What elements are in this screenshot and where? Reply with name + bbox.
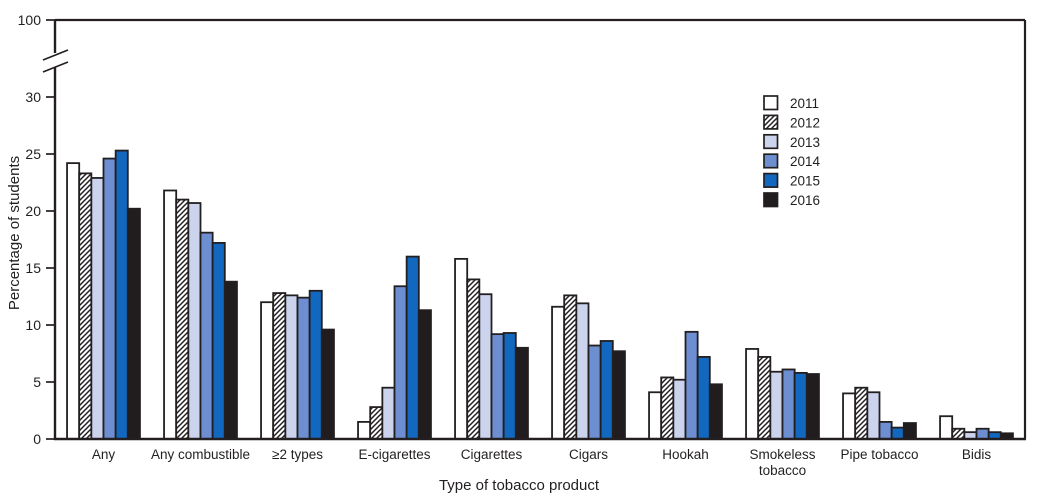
y-axis-title: Percentage of students — [6, 155, 23, 311]
bar-2013-cigarettes — [478, 293, 493, 440]
bar-2015-cigarettes — [502, 332, 517, 440]
bar-2012-bidis — [951, 427, 966, 440]
y-tick-label-5: 5 — [33, 374, 41, 390]
bar-2016-smokeless-tobacco — [805, 373, 820, 440]
x-axis-title: Type of tobacco product — [438, 477, 600, 494]
bar-2014-≥2-types — [296, 296, 311, 440]
legend-label-2016: 2016 — [790, 193, 820, 208]
bar-2012-e-cigarettes — [369, 406, 384, 440]
bar-2016-e-cigarettes — [417, 309, 432, 440]
bar-2013-e-cigarettes — [381, 386, 396, 440]
bar-2015-any-combustible — [211, 242, 226, 440]
legend-label-2014: 2014 — [790, 154, 821, 169]
x-category-label: ≥2 types — [272, 447, 323, 462]
bar-2013-smokeless-tobacco — [769, 370, 784, 440]
bar-2013-≥2-types — [284, 294, 299, 440]
bar-2011-any-combustible — [163, 189, 178, 440]
bars-layer — [66, 149, 1014, 440]
bar-2016-cigarettes — [514, 346, 529, 440]
bar-2013-any-combustible — [187, 202, 202, 440]
bar-2012-cigars — [563, 294, 578, 440]
bar-2015-≥2-types — [308, 289, 323, 440]
x-category-label: Bidis — [962, 447, 992, 462]
axis-break-mark — [42, 61, 69, 73]
bar-2013-any — [90, 177, 105, 440]
bar-2011-bidis — [939, 415, 954, 440]
y-tick-label-20: 20 — [25, 203, 41, 219]
x-category-label: Hookah — [662, 447, 709, 462]
y-tick-label-30: 30 — [25, 89, 41, 105]
bar-2013-hookah — [672, 378, 687, 440]
bar-2014-any-combustible — [199, 231, 214, 440]
bar-2012-smokeless-tobacco — [757, 356, 772, 440]
bar-2016-any-combustible — [223, 280, 238, 440]
x-category-label: Any — [92, 447, 116, 462]
bar-2011-≥2-types — [260, 301, 275, 440]
legend-swatch-2013 — [763, 133, 779, 150]
bar-2013-pipe-tobacco — [866, 391, 881, 440]
bar-2012-any-combustible — [175, 198, 190, 440]
legend-swatch-2016 — [763, 192, 779, 208]
bar-2011-smokeless-tobacco — [745, 348, 760, 440]
bar-2015-cigars — [599, 340, 614, 440]
x-category-label: Cigars — [569, 447, 608, 462]
legend-swatch-2014 — [763, 153, 779, 169]
bar-2014-smokeless-tobacco — [781, 368, 796, 440]
bar-2012-cigarettes — [466, 278, 481, 440]
x-category-label: E-cigarettes — [358, 447, 430, 462]
legend-label-2015: 2015 — [790, 174, 820, 189]
y-tick-label-25: 25 — [25, 146, 41, 162]
bar-2011-any — [66, 162, 81, 440]
legend-swatch-2015 — [763, 172, 779, 188]
legend-swatch-2011 — [763, 95, 779, 111]
bar-2016-pipe-tobacco — [902, 422, 917, 440]
bar-2014-bidis — [975, 427, 990, 440]
bar-2015-pipe-tobacco — [890, 426, 905, 440]
bar-2012-≥2-types — [272, 292, 287, 440]
bar-2014-cigars — [587, 344, 602, 440]
bar-2015-any — [114, 149, 129, 440]
x-category-label: Cigarettes — [461, 447, 523, 462]
bar-2011-cigars — [551, 305, 566, 440]
legend-label-2013: 2013 — [790, 135, 820, 150]
bar-2011-pipe-tobacco — [842, 392, 857, 440]
bar-2011-cigarettes — [454, 257, 469, 440]
axis-break-mark — [42, 49, 69, 61]
bar-2011-hookah — [648, 391, 663, 440]
x-category-label: Any combustible — [151, 447, 250, 462]
y-tick-label-100: 100 — [18, 12, 42, 28]
y-tick-label-15: 15 — [25, 260, 41, 276]
bar-2014-hookah — [684, 330, 699, 440]
y-tick-label-10: 10 — [25, 317, 41, 333]
bar-2012-hookah — [660, 376, 675, 440]
legend-swatch-2012 — [763, 114, 779, 130]
ticks-layer: 0 5 10 15 20 25 30 100 — [18, 12, 55, 447]
bar-2014-e-cigarettes — [393, 285, 408, 440]
axes-layer — [42, 18, 1027, 441]
bar-2015-smokeless-tobacco — [793, 371, 808, 440]
x-category-label: Smokeless tobacco — [749, 447, 815, 478]
bar-2016-hookah — [708, 383, 723, 440]
legend: 2011 2012 2013 2014 2015 2016 — [763, 95, 821, 208]
y-tick-label-0: 0 — [33, 431, 41, 447]
bar-2014-cigarettes — [490, 333, 505, 440]
bar-2015-e-cigarettes — [405, 255, 420, 440]
bar-2016-≥2-types — [320, 328, 335, 440]
bar-2016-any — [126, 207, 141, 440]
bar-2011-e-cigarettes — [357, 420, 372, 440]
bar-2015-hookah — [696, 356, 711, 440]
bar-2014-any — [102, 157, 117, 440]
category-labels-layer: Any Any combustible ≥2 types E-cigarettes Ci… — [92, 447, 992, 478]
bar-2014-pipe-tobacco — [878, 420, 893, 440]
x-category-label: Pipe tobacco — [840, 447, 918, 462]
legend-label-2012: 2012 — [790, 115, 820, 130]
bar-2012-any — [78, 172, 93, 440]
bar-2016-cigars — [611, 350, 626, 440]
bar-2012-pipe-tobacco — [854, 386, 869, 440]
legend-label-2011: 2011 — [790, 96, 819, 111]
bar-2013-cigars — [575, 302, 590, 440]
